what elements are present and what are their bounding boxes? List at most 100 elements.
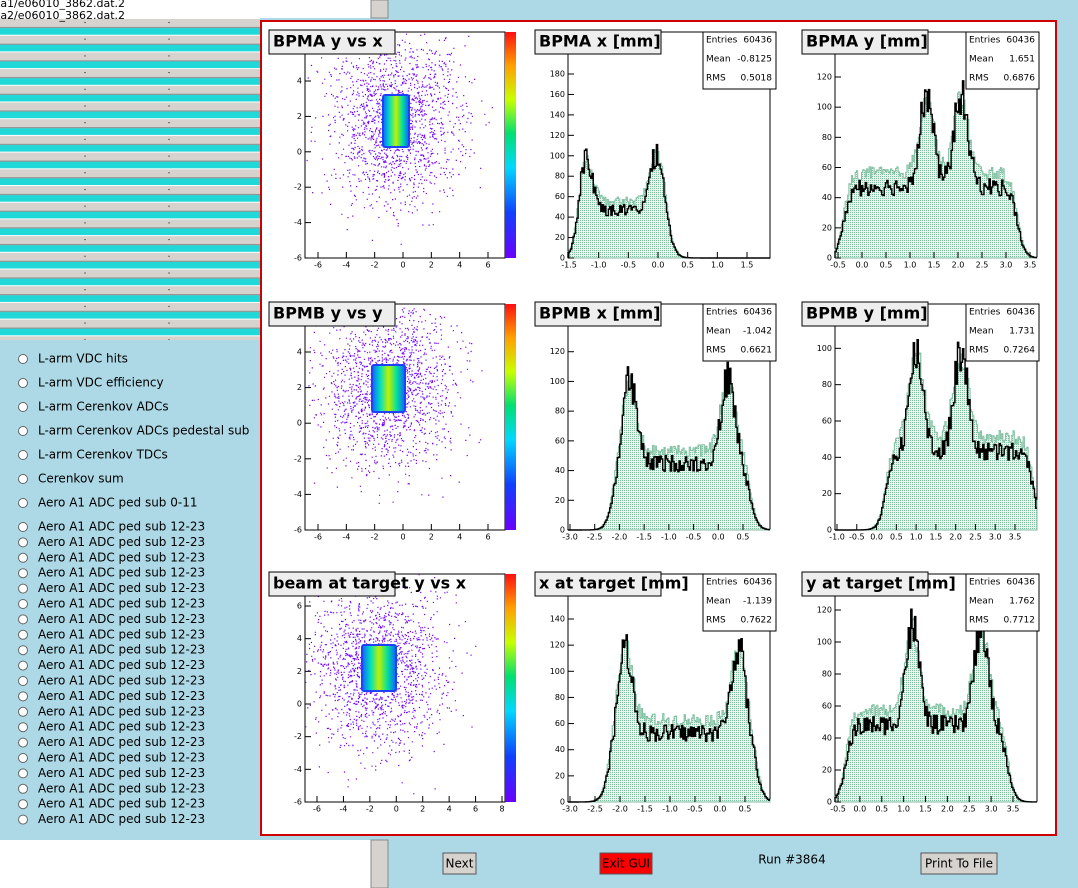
radio-button[interactable]	[18, 614, 28, 625]
radio-button[interactable]	[18, 629, 28, 640]
menu-item[interactable]: Aero A1 ADC ped sub 12-23	[38, 612, 205, 626]
radio-button[interactable]	[18, 814, 28, 825]
x-tick-label: 0.5	[890, 533, 903, 542]
next-label[interactable]: Next	[446, 857, 474, 871]
exit-button[interactable]	[599, 852, 653, 875]
y-tick-label: 120	[817, 73, 832, 82]
x-tick-label: 4	[457, 261, 462, 270]
scrollbar[interactable]	[370, 839, 389, 888]
menu-item[interactable]: Aero A1 ADC ped sub 12-23	[38, 735, 205, 749]
plot-panel: -1.0 -0.5 0.0 0.5 1.0 1.5 2.0 2.5 3.0 3.5 0 20 40 60 8…	[801, 301, 1040, 542]
stat-value: 1.651	[1009, 55, 1035, 65]
radio-button[interactable]	[18, 498, 28, 508]
menu-item[interactable]: Aero A1 ADC ped sub 12-23	[38, 535, 205, 549]
y-tick-label: 6	[297, 602, 302, 611]
x-tick-label: -4	[339, 805, 347, 814]
radio-button[interactable]	[18, 402, 28, 412]
menu-item[interactable]: Aero A1 ADC ped sub 12-23	[38, 812, 205, 826]
radio-button[interactable]	[18, 768, 28, 779]
menu-item[interactable]: Aero A1 ADC ped sub 12-23	[38, 781, 205, 795]
print-button[interactable]	[920, 852, 998, 875]
menu-item[interactable]: Aero A1 ADC ped sub 12-23	[38, 597, 205, 611]
menu-item[interactable]: L-arm Cerenkov ADCs pedestal sub	[38, 424, 249, 438]
stat-label: Entries	[969, 36, 1001, 46]
menu-item[interactable]: Aero A1 ADC ped sub 12-23	[38, 766, 205, 780]
menu-item[interactable]: Aero A1 ADC ped sub 0-11	[38, 496, 197, 510]
radio-button[interactable]	[18, 537, 28, 548]
y-tick-label: 80	[555, 693, 565, 702]
menu-item[interactable]: Aero A1 ADC ped sub 12-23	[38, 520, 205, 534]
radio-button[interactable]	[18, 783, 28, 794]
y-tick-label: 60	[822, 702, 832, 711]
menu-item[interactable]: Aero A1 ADC ped sub 12-23	[38, 720, 205, 734]
x-tick-label: 0	[400, 533, 405, 542]
menu-item[interactable]: Aero A1 ADC ped sub 12-23	[38, 550, 205, 564]
menu-item[interactable]: Cerenkov sum	[38, 472, 124, 486]
radio-button[interactable]	[18, 799, 28, 810]
panel-title: BPMB x [mm]	[539, 304, 660, 323]
menu-item[interactable]: Aero A1 ADC ped sub 12-23	[38, 689, 205, 703]
stats-box	[965, 31, 1040, 90]
radio-button[interactable]	[18, 378, 28, 388]
stat-value: 60436	[743, 36, 772, 46]
menu-item[interactable]: L-arm Cerenkov TDCs	[38, 448, 168, 462]
radio-button[interactable]	[18, 753, 28, 763]
stat-value: 1.762	[1009, 597, 1035, 607]
stat-label: Mean	[706, 55, 731, 65]
menu-item[interactable]: L-arm VDC efficiency	[38, 376, 164, 390]
menu-item[interactable]: Aero A1 ADC ped sub 12-23	[38, 797, 205, 811]
menu-item[interactable]: Aero A1 ADC ped sub 12-23	[38, 643, 205, 657]
radio-button[interactable]	[18, 450, 28, 460]
radio-button[interactable]	[18, 583, 28, 594]
x-tick-label: 0.0	[856, 261, 869, 270]
menu-item[interactable]: L-arm Cerenkov ADCs	[38, 400, 169, 414]
y-tick-label: 20	[555, 496, 565, 505]
next-button[interactable]	[442, 852, 477, 875]
y-tick-label: 120	[550, 641, 565, 650]
radio-button[interactable]	[18, 660, 28, 671]
menu-item[interactable]: Aero A1 ADC ped sub 12-23	[38, 674, 205, 688]
radio-button[interactable]	[18, 737, 28, 748]
radio-button[interactable]	[18, 474, 28, 484]
menu-item[interactable]: Aero A1 ADC ped sub 12-23	[38, 658, 205, 672]
y-tick-label: 0	[827, 526, 832, 535]
radio-button[interactable]	[18, 599, 28, 609]
panel-title: y at target [mm]	[806, 574, 956, 593]
x-tick-label: -6	[313, 805, 321, 814]
print-label[interactable]: Print To File	[925, 857, 993, 871]
plot-panel: -1.5 -1.0 -0.5 0.0 0.5 1.0 1.5 0 20 40 60 80 100 120 1…	[534, 29, 777, 270]
menu-item[interactable]: Aero A1 ADC ped sub 12-23	[38, 627, 205, 641]
x-tick-label: -1.5	[636, 533, 652, 542]
title-box	[534, 301, 662, 327]
menu-item[interactable]: Aero A1 ADC ped sub 12-23	[38, 581, 205, 595]
menu-item[interactable]: Aero A1 ADC ped sub 12-23	[38, 566, 205, 580]
radio-button[interactable]	[18, 426, 28, 436]
stat-value: 60436	[1006, 36, 1035, 46]
stat-label: RMS	[969, 616, 989, 626]
radio-button[interactable]	[18, 645, 28, 656]
panel-title: x at target [mm]	[539, 574, 689, 593]
x-tick-label: 2.5	[963, 805, 976, 814]
exit-label[interactable]: Exit GUI	[602, 857, 650, 871]
menu-item[interactable]: L-arm VDC hits	[38, 352, 128, 366]
y-tick-label: 0	[560, 526, 565, 535]
radio-button[interactable]	[18, 722, 28, 733]
menu-item[interactable]: Aero A1 ADC ped sub 12-23	[38, 751, 205, 765]
menu-item[interactable]: Aero A1 ADC ped sub 12-23	[38, 704, 205, 718]
radio-button[interactable]	[18, 552, 28, 563]
radio-button[interactable]	[18, 691, 28, 702]
x-tick-label: 2.0	[952, 261, 965, 270]
x-tick-label: 2.0	[941, 805, 954, 814]
radio-button[interactable]	[18, 706, 28, 717]
stat-label: RMS	[706, 616, 726, 626]
x-tick-label: 2.5	[969, 533, 982, 542]
radio-button[interactable]	[18, 568, 28, 579]
radio-button[interactable]	[18, 522, 28, 532]
radio-button[interactable]	[18, 676, 28, 686]
x-tick-label: -1.0	[829, 533, 845, 542]
x-tick-label: 1.0	[897, 805, 910, 814]
scrollbar[interactable]	[370, 0, 389, 19]
color-bar	[505, 574, 516, 802]
radio-button[interactable]	[18, 354, 28, 364]
